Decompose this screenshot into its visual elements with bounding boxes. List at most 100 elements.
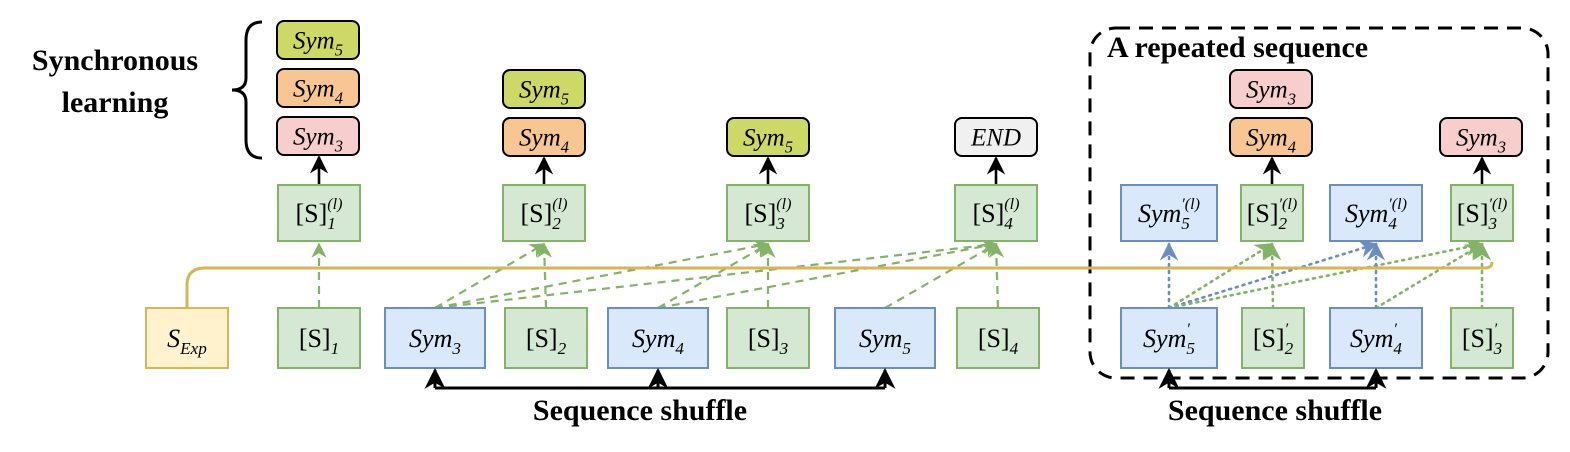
node-rsym5: Sym5′ (1120, 307, 1218, 369)
label-sub: 5 (1186, 339, 1195, 358)
node-sym4: Sym4 (607, 307, 709, 369)
synchronous-label: Synchronous (32, 44, 198, 77)
label-sub: 5 (561, 90, 569, 109)
node-o1a: Sym5 (276, 20, 360, 60)
edge-sym3-h4 (434, 237, 998, 310)
node-h3: [S]3(l) (726, 184, 810, 242)
label-sub: 1 (331, 339, 340, 358)
label-base: Sym (632, 324, 675, 353)
node-rs3: [S]3′ (1450, 307, 1514, 369)
label-sub: 3 (1497, 138, 1506, 157)
label-base: Sym (1246, 77, 1288, 104)
label-base: Sym (409, 324, 452, 353)
label-base: [S] (1247, 199, 1279, 228)
node-label-s4: [S]4 (978, 324, 1019, 358)
label-sub: 3 (1493, 339, 1503, 358)
edge-s4-h4 (988, 242, 1005, 309)
label-sub: 3 (1287, 90, 1296, 109)
label-base: [S] (1253, 324, 1285, 353)
node-label-rsym5: Sym5′ (1143, 321, 1195, 358)
label-base: Sym (743, 125, 785, 152)
label-sub: 4 (561, 138, 569, 157)
node-label-rh4: Sym4′(l) (1345, 196, 1407, 233)
node-o3a: Sym5 (726, 117, 810, 157)
label-base: [S] (748, 324, 780, 353)
node-s4: [S]4 (956, 307, 1040, 369)
node-label-h4: [S]4(l) (973, 196, 1020, 233)
node-label-sym4: Sym4 (632, 324, 684, 358)
label-base: Sym (1456, 125, 1498, 152)
dotted-edge-rsym5-rh2 (1167, 242, 1274, 310)
node-label-h2: [S]2(l) (521, 196, 568, 233)
node-rh4: Sym4′(l) (1329, 184, 1423, 242)
label-sup: ′(l) (1388, 196, 1407, 213)
node-o6a: Sym3 (1439, 117, 1523, 157)
node-label-h3: [S]3(l) (745, 196, 792, 233)
label-base: [S] (1457, 199, 1489, 228)
node-rsym4: Sym4′ (1329, 307, 1423, 369)
node-label-o2b: Sym4 (519, 125, 569, 157)
node-label-o3a: Sym5 (743, 125, 793, 157)
node-h2: [S]2(l) (502, 184, 586, 242)
label-sub: 3 (451, 339, 461, 358)
repeated-sequence-label: A repeated sequence (1107, 31, 1368, 64)
label-base: S (167, 324, 180, 353)
node-label-s2: [S]2 (526, 324, 567, 358)
label-base: Sym (1138, 199, 1181, 228)
label-sub: 3 (775, 214, 785, 233)
label-base: [S] (299, 324, 331, 353)
label-sub: 5 (1181, 214, 1190, 233)
node-label-sym5: Sym5 (859, 324, 911, 358)
label-base: Sym (1143, 324, 1186, 353)
label-sup: ′(l) (1279, 196, 1298, 213)
node-label-rh5: Sym5′(l) (1138, 196, 1200, 233)
edge-sym4-h4 (657, 239, 998, 310)
node-sym3: Sym3 (384, 307, 486, 369)
edge-sym3-h3 (434, 239, 770, 310)
node-s2: [S]2 (504, 307, 588, 369)
node-rs2: [S]2′ (1241, 307, 1305, 369)
label-sup: ′(l) (1181, 196, 1200, 213)
label-sub: 5 (902, 339, 911, 358)
edge-sym3-h2 (434, 243, 546, 309)
label-sub: 1 (327, 214, 336, 233)
node-sym5: Sym5 (834, 307, 936, 369)
label-sub: 3 (779, 339, 789, 358)
label-base: Sym (859, 324, 902, 353)
label-base: [S] (978, 324, 1010, 353)
label-base: Sym (293, 76, 335, 103)
label-base: [S] (745, 199, 777, 228)
label-sub: 5 (335, 41, 343, 60)
label-sup: ′ (1186, 321, 1190, 338)
label-sub: 5 (785, 138, 793, 157)
label-base: [S] (521, 199, 553, 228)
label-sup: (l) (776, 196, 791, 213)
node-label-o6a: Sym3 (1456, 125, 1506, 157)
label-sub: 3 (1488, 214, 1498, 233)
label-sup: ′ (1494, 321, 1498, 338)
learning-label: learning (62, 86, 169, 119)
label-base: Sym (293, 124, 335, 151)
node-label-sexp: SExp (167, 324, 207, 358)
label-base: [S] (526, 324, 558, 353)
label-sup: (l) (1004, 196, 1019, 213)
node-label-o5b: Sym4 (1246, 125, 1296, 157)
label-sub: 4 (675, 339, 684, 358)
node-h4: [S]4(l) (954, 184, 1038, 242)
shuffle-right-label: Sequence shuffle (1168, 394, 1382, 427)
node-label-sym3: Sym3 (409, 324, 461, 358)
dotted-edge-rsym4-rh3 (1374, 242, 1484, 310)
label-sub: 3 (334, 137, 343, 156)
label-base: Sym (1246, 125, 1288, 152)
repeated-sequence-box (1088, 26, 1550, 380)
node-o1c: Sym3 (276, 116, 360, 156)
label-base: [S] (296, 199, 328, 228)
label-sub: 4 (335, 89, 343, 108)
node-sexp: SExp (145, 307, 229, 369)
node-o1b: Sym4 (276, 68, 360, 108)
node-label-o5a: Sym3 (1246, 77, 1296, 109)
node-label-rs3: [S]3′ (1462, 321, 1502, 358)
node-label-o4a: END (970, 125, 1021, 152)
label-base: Sym (1350, 324, 1393, 353)
